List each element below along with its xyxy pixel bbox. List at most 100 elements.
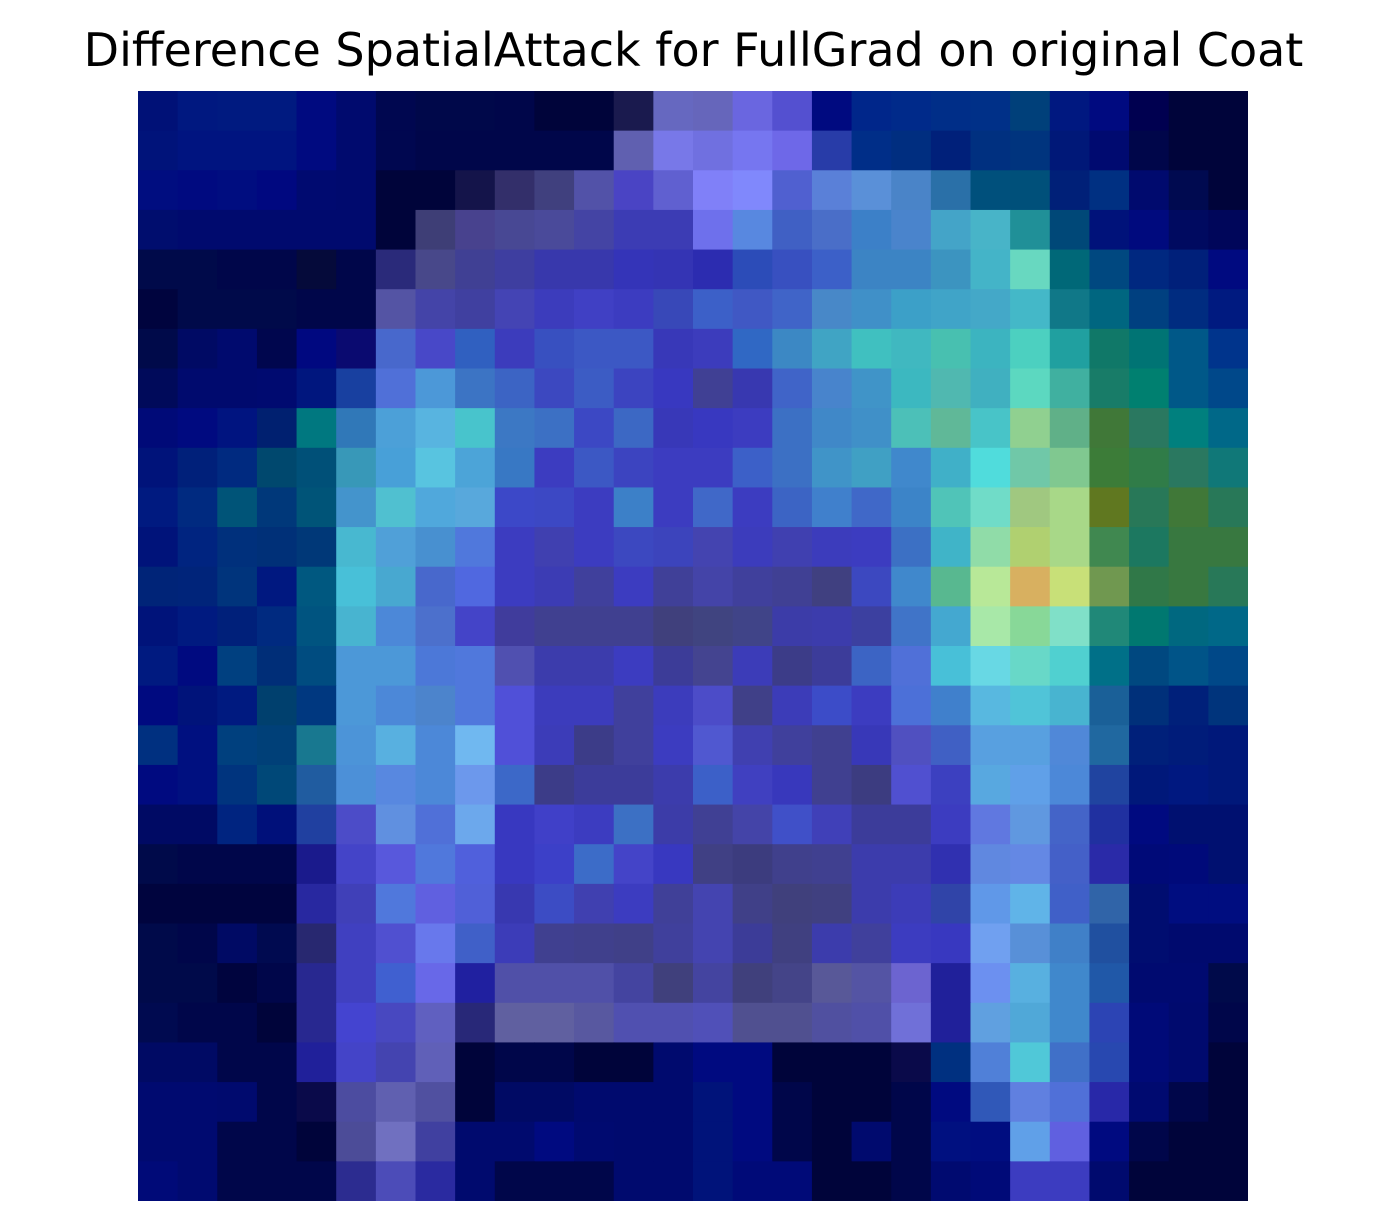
heatmap-cell-r5-c22 [1010, 289, 1051, 330]
heatmap-cell-r20-c4 [296, 883, 337, 925]
heatmap-cell-r15-c6 [375, 685, 417, 726]
heatmap-cell-r24-c25 [1129, 1042, 1170, 1083]
heatmap-cell-r2-c25 [1129, 170, 1170, 211]
heatmap-cell-r10-c26 [1168, 487, 1209, 528]
heatmap-cell-r13-c2 [217, 606, 258, 647]
heatmap-cell-r26-c0 [138, 1121, 179, 1162]
heatmap-cell-r12-c7 [415, 566, 456, 607]
heatmap-cell-r11-c26 [1168, 527, 1209, 568]
heatmap-cell-r16-c22 [1010, 725, 1051, 766]
heatmap-cell-r8-c18 [851, 408, 892, 449]
heatmap-cell-r21-c15 [732, 923, 773, 964]
heatmap-cell-r4-c21 [970, 249, 1011, 290]
heatmap-cell-r5-c1 [177, 289, 218, 330]
heatmap-cell-r25-c8 [455, 1082, 496, 1123]
heatmap-cell-r11-c22 [1010, 527, 1051, 568]
heatmap-cell-r23-c8 [455, 1002, 496, 1044]
heatmap-cell-r7-c0 [138, 368, 179, 409]
heatmap-cell-r22-c1 [177, 963, 218, 1004]
heatmap-cell-r27-c25 [1129, 1161, 1170, 1201]
heatmap-cell-r9-c14 [693, 447, 734, 489]
heatmap-cell-r17-c1 [177, 764, 218, 806]
heatmap-cell-r23-c22 [1010, 1002, 1051, 1044]
heatmap-cell-r12-c4 [296, 566, 337, 607]
heatmap-cell-r22-c12 [613, 963, 654, 1004]
heatmap-cell-r7-c1 [177, 368, 218, 409]
heatmap-cell-r8-c8 [455, 408, 496, 449]
heatmap-cell-r3-c8 [455, 209, 496, 251]
heatmap-cell-r26-c17 [811, 1121, 853, 1162]
heatmap-cell-r3-c26 [1168, 209, 1209, 251]
heatmap-cell-r2-c7 [415, 170, 456, 211]
heatmap-cell-r3-c1 [177, 209, 218, 251]
heatmap-cell-r11-c21 [970, 527, 1011, 568]
heatmap-cell-r23-c23 [1049, 1002, 1091, 1044]
heatmap-cell-r7-c15 [732, 368, 773, 409]
heatmap-cell-r12-c24 [1089, 566, 1130, 607]
heatmap-cell-r18-c20 [930, 804, 972, 845]
heatmap-cell-r10-c14 [693, 487, 734, 528]
heatmap-cell-r7-c2 [217, 368, 258, 409]
heatmap-cell-r9-c6 [375, 447, 417, 489]
heatmap-cell-r16-c11 [574, 725, 615, 766]
heatmap-cell-r16-c23 [1049, 725, 1091, 766]
heatmap-cell-r21-c26 [1168, 923, 1209, 964]
heatmap-cell-r20-c24 [1089, 883, 1130, 925]
heatmap-cell-r26-c23 [1049, 1121, 1091, 1162]
heatmap-cell-r4-c2 [217, 249, 258, 290]
heatmap-cell-r7-c17 [811, 368, 853, 409]
heatmap-cell-r17-c3 [256, 764, 298, 806]
heatmap-cell-r8-c19 [891, 408, 932, 449]
heatmap-cell-r23-c4 [296, 1002, 337, 1044]
heatmap-cell-r11-c16 [772, 527, 813, 568]
heatmap-cell-r23-c13 [653, 1002, 694, 1044]
heatmap-cell-r21-c6 [375, 923, 417, 964]
heatmap-cell-r4-c18 [851, 249, 892, 290]
heatmap-cell-r13-c14 [693, 606, 734, 647]
heatmap-cell-r0-c19 [891, 91, 932, 132]
heatmap-cell-r23-c21 [970, 1002, 1011, 1044]
heatmap-cell-r18-c4 [296, 804, 337, 845]
heatmap-cell-r20-c22 [1010, 883, 1051, 925]
heatmap-cell-r26-c12 [613, 1121, 654, 1162]
heatmap-cell-r7-c22 [1010, 368, 1051, 409]
heatmap-cell-r2-c22 [1010, 170, 1051, 211]
heatmap-cell-r12-c8 [455, 566, 496, 607]
heatmap-cell-r8-c17 [811, 408, 853, 449]
heatmap-cell-r7-c10 [534, 368, 575, 409]
heatmap-cell-r20-c17 [811, 883, 853, 925]
heatmap-cell-r9-c11 [574, 447, 615, 489]
heatmap-cell-r7-c13 [653, 368, 694, 409]
heatmap-cell-r0-c22 [1010, 91, 1051, 132]
heatmap-cell-r5-c0 [138, 289, 179, 330]
heatmap-cell-r3-c16 [772, 209, 813, 251]
heatmap-cell-r1-c21 [970, 130, 1011, 171]
heatmap-cell-r27-c17 [811, 1161, 853, 1201]
heatmap-cell-r1-c0 [138, 130, 179, 171]
heatmap-cell-r0-c0 [138, 91, 179, 132]
heatmap-cell-r22-c16 [772, 963, 813, 1004]
heatmap-cell-r12-c15 [732, 566, 773, 607]
heatmap-cell-r22-c27 [1208, 963, 1248, 1004]
heatmap-cell-r13-c1 [177, 606, 218, 647]
heatmap-cell-r18-c0 [138, 804, 179, 845]
heatmap-cell-r10-c16 [772, 487, 813, 528]
heatmap-cell-r14-c4 [296, 646, 337, 687]
heatmap-cell-r3-c15 [732, 209, 773, 251]
heatmap-cell-r7-c6 [375, 368, 417, 409]
heatmap-cell-r16-c14 [693, 725, 734, 766]
heatmap-cell-r1-c12 [613, 130, 654, 171]
heatmap-cell-r6-c16 [772, 328, 813, 370]
heatmap-cell-r14-c22 [1010, 646, 1051, 687]
heatmap-cell-r8-c14 [693, 408, 734, 449]
heatmap-cell-r24-c9 [494, 1042, 536, 1083]
heatmap-cell-r9-c12 [613, 447, 654, 489]
heatmap-cell-r25-c11 [574, 1082, 615, 1123]
heatmap-cell-r12-c22 [1010, 566, 1051, 607]
heatmap-cell-r17-c10 [534, 764, 575, 806]
heatmap-cell-r22-c8 [455, 963, 496, 1004]
heatmap-cell-r23-c3 [256, 1002, 298, 1044]
heatmap-cell-r12-c23 [1049, 566, 1091, 607]
heatmap-cell-r25-c20 [930, 1082, 972, 1123]
heatmap-cell-r12-c10 [534, 566, 575, 607]
